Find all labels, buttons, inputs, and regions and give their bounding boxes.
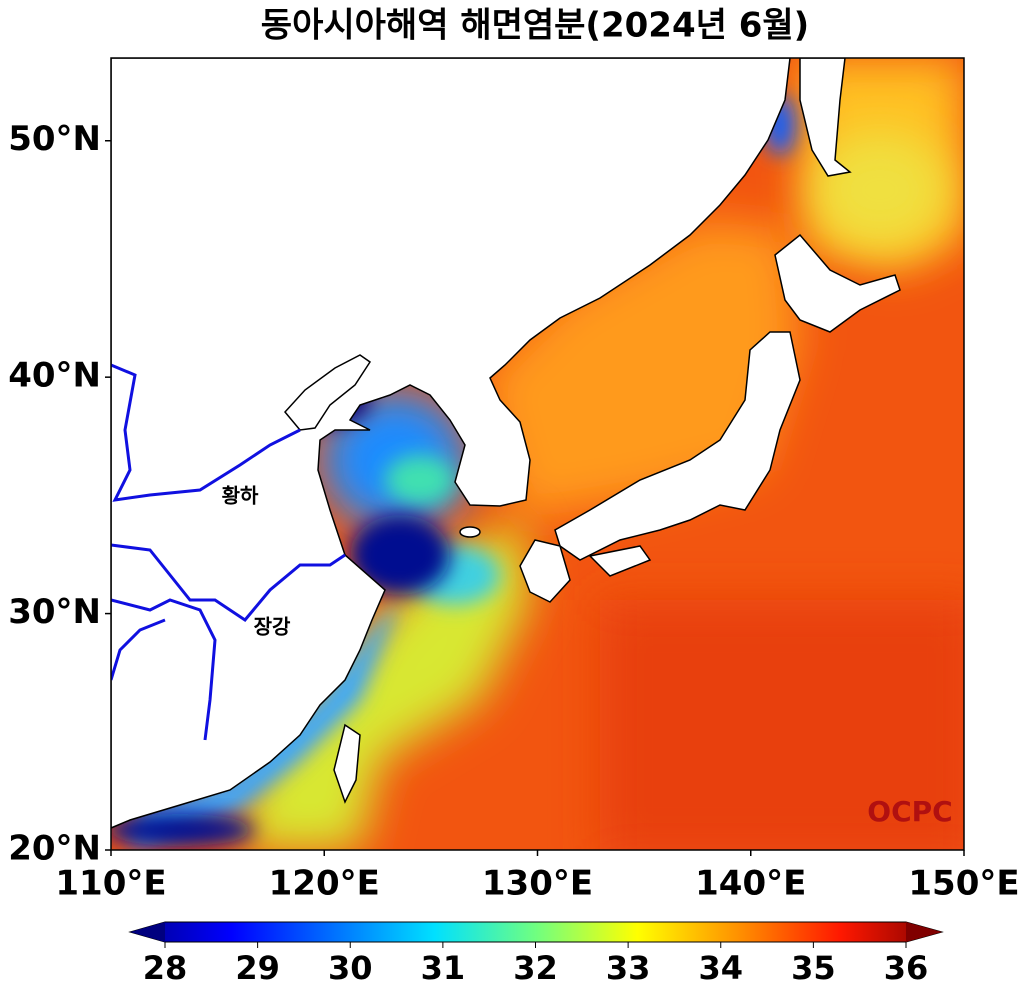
colorbar-tick-label: 34 bbox=[698, 949, 743, 987]
hokkaido bbox=[774, 233, 901, 333]
y-tick-label: 40°N bbox=[8, 356, 101, 396]
y-tick-label: 20°N bbox=[8, 829, 101, 869]
map-label: 황하 bbox=[222, 484, 259, 508]
land bbox=[111, 58, 901, 829]
yellow-river bbox=[111, 363, 301, 502]
x-tick-label: 150°E bbox=[908, 864, 1019, 904]
mainland bbox=[111, 58, 791, 829]
honshu bbox=[554, 331, 801, 561]
y-tick-label: 30°N bbox=[8, 592, 101, 632]
x-tick-label: 140°E bbox=[695, 864, 806, 904]
shikoku bbox=[588, 545, 652, 577]
river bbox=[111, 598, 217, 741]
colorbar-tick-label: 35 bbox=[791, 949, 836, 987]
jeju bbox=[459, 526, 481, 538]
kyushu bbox=[519, 539, 571, 603]
y-tick-label: 50°N bbox=[8, 119, 101, 159]
colorbar-tick-label: 28 bbox=[143, 949, 188, 987]
colorbar-tick-label: 36 bbox=[884, 949, 929, 987]
x-tick-label: 130°E bbox=[482, 864, 593, 904]
x-tick-label: 120°E bbox=[269, 864, 380, 904]
taiwan bbox=[333, 723, 361, 804]
colorbar-tick-label: 32 bbox=[513, 949, 558, 987]
colorbar-tick-label: 30 bbox=[328, 949, 373, 987]
colorbar bbox=[128, 921, 944, 943]
sakhalin bbox=[799, 58, 852, 177]
x-tick-label: 110°E bbox=[55, 864, 166, 904]
colorbar-tick-label: 31 bbox=[421, 949, 466, 987]
map-label: 장강 bbox=[254, 615, 291, 639]
colorbar-tick-label: 29 bbox=[235, 949, 280, 987]
rivers bbox=[111, 363, 346, 741]
title: 동아시아해역 해면염분(2024년 6월) bbox=[261, 6, 809, 46]
colorbar-extend bbox=[130, 922, 165, 942]
bohai-coast bbox=[284, 354, 372, 431]
river bbox=[111, 618, 166, 681]
colorbar-extend bbox=[906, 922, 942, 942]
yangtze-river bbox=[111, 543, 346, 622]
watermark: OCPC bbox=[867, 795, 952, 828]
colorbar-tick-label: 33 bbox=[606, 949, 651, 987]
